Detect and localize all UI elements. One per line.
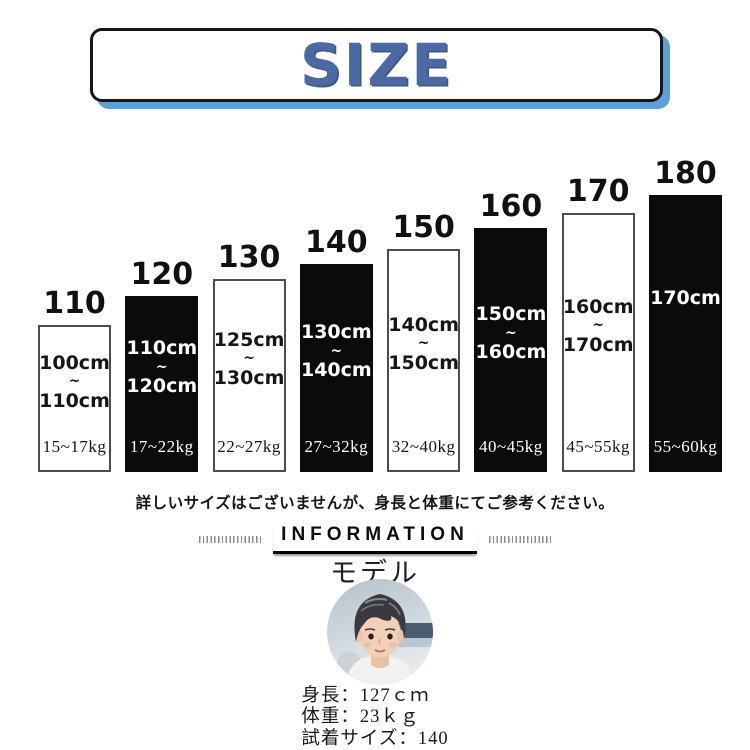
height-to: 150cm bbox=[388, 351, 459, 374]
range-tilde: ~ bbox=[592, 317, 605, 334]
height-from: 140cm bbox=[388, 313, 459, 336]
size-column-180: 180 170cm 55~60kg bbox=[648, 156, 722, 472]
model-fitting-size: 試着サイズ：140 bbox=[301, 728, 449, 749]
range-tilde: ~ bbox=[243, 350, 255, 367]
size-label: 160 bbox=[479, 189, 543, 224]
child-portrait-illustration bbox=[327, 579, 433, 685]
weight-range: 45~55kg bbox=[566, 437, 631, 456]
height-to: 160cm bbox=[475, 341, 547, 364]
height-range: 130cm ~ 140cm bbox=[300, 266, 372, 437]
size-bar: 170cm 55~60kg bbox=[648, 195, 722, 472]
size-label: 130 bbox=[217, 240, 281, 275]
height-from: 150cm bbox=[475, 303, 547, 325]
size-label: 120 bbox=[130, 257, 194, 292]
height-from: 110cm bbox=[126, 337, 198, 359]
height-from: 170cm bbox=[650, 286, 721, 309]
range-tilde: ~ bbox=[330, 342, 343, 359]
size-bar: 160cm ~ 170cm 45~55kg bbox=[561, 213, 635, 472]
information-heading: INFORMATION bbox=[273, 524, 477, 554]
weight-range: 17~22kg bbox=[129, 437, 194, 456]
dashed-divider-right bbox=[488, 535, 551, 543]
model-photo bbox=[327, 579, 433, 685]
height-to: 110cm bbox=[39, 389, 110, 412]
range-tilde: ~ bbox=[155, 358, 168, 375]
size-column-130: 130 125cm ~ 130cm 22~27kg bbox=[212, 240, 286, 472]
height-range: 100cm ~ 110cm bbox=[39, 327, 110, 437]
weight-range: 15~17kg bbox=[42, 437, 107, 456]
size-label: 140 bbox=[305, 225, 368, 260]
size-bar: 140cm ~ 150cm 32~40kg bbox=[387, 249, 461, 472]
weight-range: 55~60kg bbox=[653, 437, 718, 456]
model-info-block: 身長：127ｃｍ 体重：23ｋｇ 試着サイズ：140 bbox=[0, 686, 750, 750]
size-bar: 130cm ~ 140cm 27~32kg bbox=[299, 264, 373, 472]
weight-range: 32~40kg bbox=[391, 437, 456, 456]
size-note: 詳しいサイズはございませんが、身長と体重にてご参考ください。 bbox=[135, 495, 615, 512]
size-column-150: 150 140cm ~ 150cm 32~40kg bbox=[387, 210, 461, 472]
height-to: 140cm bbox=[300, 359, 372, 382]
weight-range: 40~45kg bbox=[479, 437, 543, 456]
size-column-110: 110 100cm ~ 110cm 15~17kg bbox=[38, 289, 111, 472]
height-range: 140cm ~ 150cm bbox=[388, 251, 459, 437]
information-header: INFORMATION bbox=[0, 524, 750, 554]
height-to: 170cm bbox=[562, 333, 634, 356]
height-range: 170cm bbox=[650, 197, 721, 437]
model-weight: 体重：23ｋｇ bbox=[301, 707, 420, 728]
size-bar: 150cm ~ 160cm 40~45kg bbox=[474, 228, 548, 472]
size-label: 150 bbox=[392, 210, 455, 245]
weight-range: 22~27kg bbox=[217, 437, 281, 456]
height-range: 125cm ~ 130cm bbox=[213, 281, 285, 437]
height-range: 110cm ~ 120cm bbox=[126, 298, 198, 437]
size-label: 110 bbox=[43, 286, 106, 321]
size-bar: 125cm ~ 130cm 22~27kg bbox=[212, 279, 286, 472]
height-range: 160cm ~ 170cm bbox=[562, 215, 634, 437]
size-column-140: 140 130cm ~ 140cm 27~32kg bbox=[299, 225, 373, 472]
size-column-120: 120 110cm ~ 120cm 17~22kg bbox=[125, 257, 199, 472]
height-from: 100cm bbox=[39, 351, 110, 374]
size-bar-chart: 110 100cm ~ 110cm 15~17kg 120 110cm ~ 12… bbox=[38, 150, 722, 472]
height-range: 150cm ~ 160cm bbox=[475, 230, 547, 437]
range-tilde: ~ bbox=[505, 324, 517, 341]
size-column-160: 160 150cm ~ 160cm 40~45kg bbox=[474, 189, 548, 472]
height-to: 120cm bbox=[126, 375, 198, 398]
weight-range: 27~32kg bbox=[304, 437, 369, 456]
size-column-170: 170 160cm ~ 170cm 45~55kg bbox=[561, 174, 635, 472]
size-bar: 110cm ~ 120cm 17~22kg bbox=[125, 296, 199, 472]
page-title: SIZE bbox=[299, 31, 454, 99]
size-banner: SIZE bbox=[90, 28, 663, 102]
height-from: 160cm bbox=[562, 295, 634, 318]
height-from: 130cm bbox=[300, 321, 372, 343]
range-tilde: ~ bbox=[68, 373, 81, 390]
model-height: 身長：127ｃｍ bbox=[301, 686, 430, 706]
dashed-divider-left bbox=[199, 535, 262, 543]
range-tilde: ~ bbox=[417, 335, 430, 352]
size-bar: 100cm ~ 110cm 15~17kg bbox=[38, 325, 111, 472]
size-label: 180 bbox=[654, 156, 717, 191]
size-label: 170 bbox=[566, 174, 630, 209]
height-to: 130cm bbox=[213, 366, 285, 389]
height-from: 125cm bbox=[213, 328, 285, 351]
